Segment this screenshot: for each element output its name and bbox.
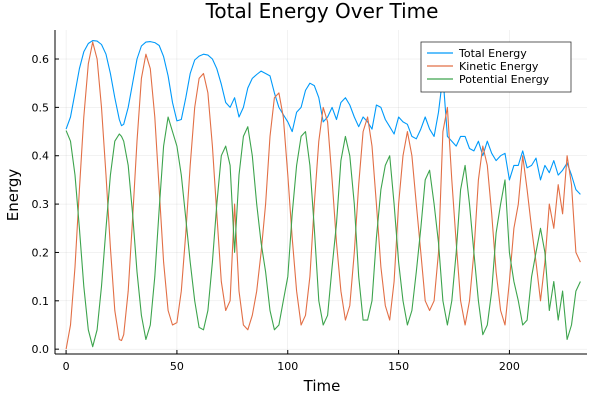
total-energy-line — [65, 40, 581, 195]
y-tick-label: 0.2 — [32, 246, 50, 259]
x-axis-label: Time — [303, 377, 341, 395]
x-tick-label: 50 — [170, 360, 184, 373]
y-axis-label: Energy — [4, 169, 22, 222]
chart-title: Total Energy Over Time — [205, 0, 439, 23]
kinetic-energy-line — [65, 41, 581, 350]
series-lines — [65, 40, 581, 350]
y-tick-label: 0.0 — [32, 343, 50, 356]
x-tick-label: 200 — [499, 360, 520, 373]
axes — [54, 30, 587, 355]
y-tick-label: 0.6 — [32, 53, 50, 66]
y-tick-label: 0.3 — [32, 198, 50, 211]
x-tick-label: 0 — [63, 360, 70, 373]
y-tick-label: 0.4 — [32, 150, 50, 163]
legend-label-kinetic-energy: Kinetic Energy — [459, 60, 539, 73]
potential-energy-line — [65, 116, 581, 348]
tick-labels: 0 50 100 150 200 0.0 0.1 0.2 0.3 0.4 0.5 0.6 — [32, 53, 520, 373]
legend-box — [420, 41, 572, 93]
legend-label-total-energy: Total Energy — [458, 47, 527, 60]
y-tick-label: 0.5 — [32, 101, 50, 114]
x-tick-label: 150 — [388, 360, 409, 373]
x-tick-label: 100 — [277, 360, 298, 373]
y-tick-label: 0.1 — [32, 295, 50, 308]
legend-label-potential-energy: Potential Energy — [459, 73, 550, 86]
